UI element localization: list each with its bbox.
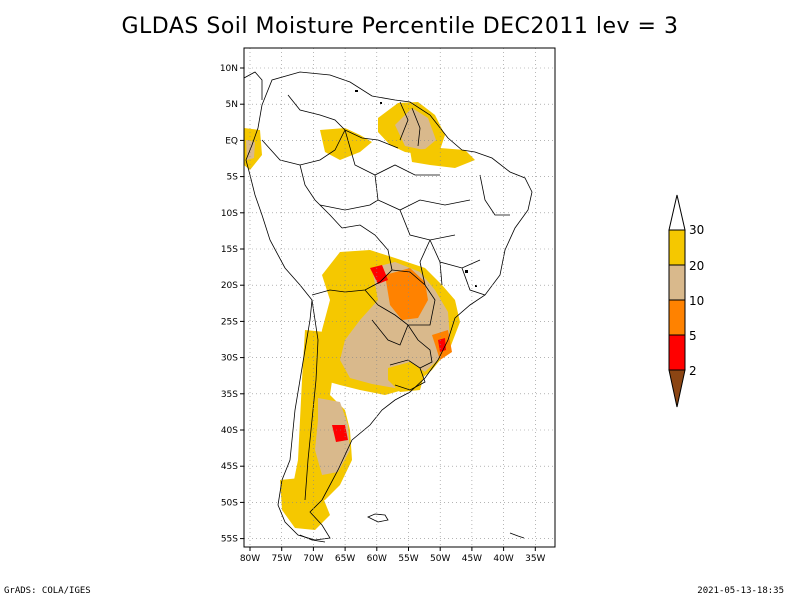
coastlines [243,71,533,543]
colorbar-5to10 [668,299,686,336]
lat-tick-label: 40S [221,426,238,436]
lat-tick-label: 25S [221,317,238,327]
footer-credit: GrADS: COLA/IGES [4,586,91,596]
shading-amazon-delta [410,148,475,168]
shading-central-hot2 [370,265,388,284]
percentile-shading [244,102,475,530]
border-bolivia-south [311,269,393,296]
south-america-outline [245,71,533,541]
lon-tick-label: 60W [367,554,387,564]
lat-tick-label: 20S [221,281,238,291]
border-brazil-south [391,269,436,326]
latitude-axis: 10N 5N EQ 5S 10S 15S 20S 25S 30S 35S 40S 45S 50S 55S [220,64,244,545]
shading-argentina-hot [332,425,348,442]
small-islands [355,90,477,287]
border-colombia-venezuela [287,94,346,131]
lon-tick-label: 75W [272,554,292,564]
shading-central-hot [385,268,428,320]
border-colombia-south [261,129,346,166]
state-borders [319,129,510,296]
colorbar-label-30: 30 [689,223,704,237]
lon-tick-label: 65W [335,554,355,564]
lat-tick-label: 5N [226,100,238,110]
lat-tick-label: 30S [221,354,238,364]
tierra-del-fuego [299,534,326,543]
shading-argentina-mid [315,398,350,475]
border-bolivia-north [341,224,393,271]
colorbar-label-20: 20 [689,259,704,273]
lat-tick-label: 15S [221,245,238,255]
lat-tick-label: 5S [227,173,239,183]
lat-tick-label: EQ [225,136,238,146]
lon-tick-label: 35W [525,554,545,564]
border-suriname [411,107,421,147]
lon-tick-label: 55W [398,554,418,564]
longitude-axis: 80W 75W 70W 65W 60W 55W 50W 45W 40W 35W [240,547,546,564]
south-georgia [509,532,525,539]
colorbar-10to20 [668,264,686,301]
lat-tick-label: 50S [221,498,238,508]
lat-tick-label: 10S [221,209,238,219]
shading-uruguay [388,362,425,392]
central-america [243,71,263,100]
lon-tick-label: 50W [430,554,450,564]
chart-title: GLDAS Soil Moisture Percentile DEC2011 l… [121,14,679,39]
lat-tick-label: 55S [221,535,238,545]
colorbar-20to30 [668,229,686,266]
falkland-islands [367,513,389,523]
lat-tick-label: 35S [221,390,238,400]
lat-tick-label: 10N [220,64,238,74]
border-argentina-brazil [407,324,433,369]
shading-n-amazon [320,128,372,160]
border-venezuela-brazil [344,129,399,149]
border-guyana [399,101,409,141]
lon-tick-label: 70W [303,554,323,564]
colorbar-bottom-triangle [668,369,686,408]
colorbar-top-triangle [668,194,686,231]
shading-guianas-core [395,108,436,150]
footer-timestamp: 2021-05-13-18:35 [697,586,784,596]
shading-patagonia [280,478,330,530]
lat-tick-label: 45S [221,462,238,472]
colorbar-2to5 [668,334,686,371]
colorbar-label-10: 10 [689,294,704,308]
lon-tick-label: 40W [493,554,513,564]
colorbar-label-2: 2 [689,364,697,378]
lon-tick-label: 80W [240,554,260,564]
border-uruguay [389,359,426,391]
border-chile-argentina [304,299,319,501]
lon-tick-label: 45W [462,554,482,564]
colorbar: 30 20 10 5 2 [668,194,704,408]
map-frame [243,47,556,548]
border-peru-brazil [299,164,343,229]
colorbar-label-5: 5 [689,329,697,343]
